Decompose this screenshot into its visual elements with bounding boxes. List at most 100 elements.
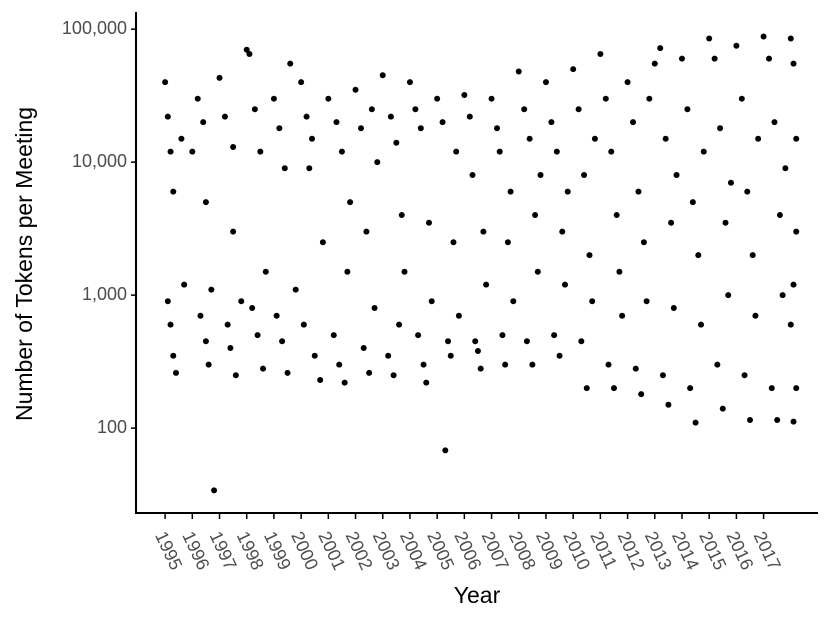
point [273, 312, 280, 319]
point [746, 417, 753, 424]
point [200, 119, 207, 126]
point [662, 135, 669, 142]
point [420, 361, 427, 368]
point [208, 286, 215, 293]
point [782, 165, 789, 172]
point [771, 119, 778, 126]
point [651, 60, 658, 67]
point [570, 66, 577, 73]
point [602, 95, 609, 102]
point [336, 361, 343, 368]
point [338, 148, 345, 155]
point [474, 348, 481, 355]
point [559, 228, 566, 235]
point [205, 361, 212, 368]
point [744, 188, 751, 195]
point [439, 119, 446, 126]
point [260, 365, 267, 372]
point [689, 199, 696, 206]
point [542, 79, 549, 86]
point [779, 292, 786, 299]
point [300, 321, 307, 328]
point [445, 338, 452, 345]
point [368, 106, 375, 113]
point [515, 68, 522, 75]
point [317, 377, 324, 384]
point [461, 91, 468, 98]
point [164, 113, 171, 120]
point [760, 33, 767, 40]
point [532, 212, 539, 219]
point [309, 135, 316, 142]
point [632, 365, 639, 372]
point [333, 119, 340, 126]
point [167, 321, 174, 328]
point [493, 125, 500, 132]
point [790, 281, 797, 288]
point [276, 125, 283, 132]
point [287, 60, 294, 67]
point [224, 321, 231, 328]
point [583, 385, 590, 392]
point [202, 199, 209, 206]
point [428, 298, 435, 305]
point [749, 252, 756, 259]
point [352, 86, 359, 93]
point [366, 369, 373, 376]
point [227, 345, 234, 352]
point [523, 338, 530, 345]
point [630, 119, 637, 126]
point [254, 332, 261, 339]
point [581, 172, 588, 179]
point [243, 46, 250, 53]
point [167, 148, 174, 155]
point [363, 228, 370, 235]
point [483, 281, 490, 288]
point [194, 95, 201, 102]
point [412, 106, 419, 113]
point [281, 165, 288, 172]
point [292, 286, 299, 293]
point [238, 298, 245, 305]
point [284, 369, 291, 376]
point [619, 312, 626, 319]
point [537, 172, 544, 179]
point [668, 219, 675, 226]
point [162, 79, 169, 86]
point [640, 239, 647, 246]
point [562, 281, 569, 288]
point [303, 113, 310, 120]
point [221, 113, 228, 120]
point [390, 372, 397, 379]
point [646, 95, 653, 102]
point [379, 72, 386, 79]
point [325, 95, 332, 102]
point [423, 379, 430, 386]
point [768, 385, 775, 392]
point [591, 135, 598, 142]
point [793, 385, 800, 392]
point [357, 125, 364, 132]
point [790, 60, 797, 67]
point [787, 321, 794, 328]
point [499, 332, 506, 339]
point [178, 135, 185, 142]
point [624, 79, 631, 86]
point [776, 212, 783, 219]
point [232, 372, 239, 379]
point [371, 305, 378, 312]
point [670, 305, 677, 312]
point [170, 352, 177, 359]
point [453, 148, 460, 155]
point [246, 51, 253, 58]
y-tick-label: 1,000 [82, 284, 127, 304]
point [725, 292, 732, 299]
point [330, 332, 337, 339]
point [170, 188, 177, 195]
point [270, 95, 277, 102]
point [616, 268, 623, 275]
point [564, 188, 571, 195]
point [181, 281, 188, 288]
point [172, 369, 179, 376]
point [698, 321, 705, 328]
